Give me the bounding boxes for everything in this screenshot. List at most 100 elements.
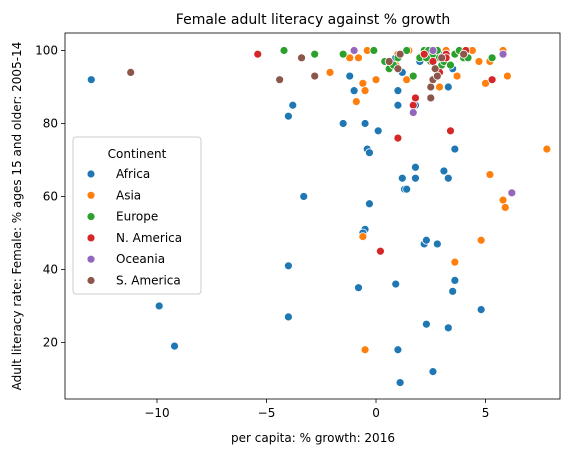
- point-oceania: [507, 188, 517, 198]
- point-n-america: [428, 57, 438, 66]
- legend-label-s-america: S. America: [116, 274, 181, 288]
- point-n-america: [446, 126, 455, 136]
- point-europe: [408, 71, 418, 81]
- point-europe: [279, 46, 289, 55]
- point-africa: [421, 235, 431, 245]
- point-africa: [365, 199, 374, 209]
- point-africa: [411, 162, 420, 172]
- point-n-america: [253, 49, 263, 59]
- point-africa: [393, 100, 403, 110]
- legend-marker-oceania: [86, 254, 96, 264]
- legend-label-n-america: N. America: [116, 231, 182, 245]
- point-africa: [397, 173, 407, 183]
- plot-frame: [64, 32, 561, 400]
- point-europe: [310, 49, 320, 59]
- legend-marker-s-america: [86, 276, 96, 285]
- point-africa: [476, 305, 486, 314]
- point-asia: [485, 170, 495, 179]
- point-africa: [354, 283, 363, 293]
- point-africa: [432, 239, 442, 249]
- legend-marker-asia: [86, 190, 96, 200]
- legend-title: Continent: [108, 147, 167, 161]
- point-asia: [402, 75, 412, 85]
- point-africa: [443, 173, 453, 183]
- point-s-america: [297, 53, 306, 63]
- point-africa: [288, 100, 298, 110]
- point-s-america: [426, 93, 436, 103]
- y-tick-label: 100: [35, 44, 58, 58]
- point-europe: [338, 49, 348, 59]
- y-axis: 20 40 60 80 100: [35, 44, 65, 349]
- point-africa: [284, 111, 293, 121]
- y-tick-label: 40: [43, 262, 58, 276]
- point-africa: [338, 119, 348, 128]
- point-africa: [428, 367, 438, 377]
- point-africa: [349, 86, 359, 96]
- legend-marker-n-america: [86, 233, 96, 243]
- point-asia: [452, 71, 462, 81]
- y-axis-label: Adult literacy rate: Female: % ages 15 a…: [10, 42, 24, 391]
- point-asia: [351, 97, 361, 107]
- x-tick-label: −5: [258, 406, 276, 420]
- legend-label-oceania: Oceania: [116, 252, 165, 266]
- y-tick-label: 80: [43, 116, 58, 130]
- x-tick-label: 5: [482, 406, 490, 420]
- point-s-america: [395, 49, 405, 59]
- legend: Continent Africa Asia Europe N. America Ocea…: [72, 136, 202, 295]
- point-s-america: [384, 57, 394, 66]
- point-n-america: [419, 49, 429, 59]
- point-europe: [402, 46, 412, 55]
- point-africa: [448, 286, 458, 296]
- point-africa: [395, 378, 405, 387]
- legend-items: Africa Asia Europe N. America Oceania S. Amer…: [86, 167, 182, 288]
- y-tick-label: 20: [43, 335, 58, 349]
- point-oceania: [408, 108, 418, 117]
- x-tick-label: −10: [144, 406, 169, 420]
- point-s-america: [437, 53, 447, 63]
- point-africa: [360, 119, 370, 128]
- point-europe: [487, 53, 497, 63]
- point-asia: [476, 235, 486, 245]
- point-africa: [170, 341, 179, 351]
- point-africa: [154, 301, 164, 311]
- chart-title: Female adult literacy against % growth: [176, 12, 450, 28]
- point-europe: [446, 60, 455, 70]
- point-s-america: [459, 49, 469, 59]
- point-s-america: [310, 71, 320, 81]
- point-africa: [284, 312, 293, 322]
- legend-label-africa: Africa: [116, 167, 150, 181]
- point-africa: [402, 184, 412, 194]
- point-n-america: [487, 75, 497, 85]
- point-asia: [435, 82, 444, 92]
- point-s-america: [126, 68, 136, 77]
- point-asia: [542, 144, 552, 154]
- point-africa: [391, 279, 401, 289]
- point-africa: [284, 261, 293, 271]
- point-africa: [299, 192, 309, 201]
- point-asia: [360, 345, 370, 355]
- point-oceania: [349, 46, 359, 55]
- point-s-america: [432, 71, 442, 81]
- x-tick-label: 0: [372, 406, 380, 420]
- point-asia: [325, 68, 335, 77]
- point-s-america: [426, 82, 436, 92]
- point-africa: [443, 323, 453, 333]
- point-africa: [450, 276, 460, 285]
- point-africa: [86, 75, 96, 85]
- point-n-america: [408, 100, 418, 110]
- point-africa: [439, 166, 449, 176]
- point-asia: [500, 203, 510, 212]
- legend-label-asia: Asia: [116, 188, 141, 202]
- point-europe: [369, 46, 379, 55]
- legend-marker-europe: [86, 212, 96, 222]
- point-africa: [411, 173, 420, 183]
- point-asia: [474, 57, 484, 66]
- point-africa: [443, 82, 453, 92]
- point-oceania: [428, 46, 438, 55]
- point-asia: [354, 53, 363, 63]
- point-n-america: [393, 133, 403, 143]
- point-africa: [365, 148, 374, 158]
- point-asia: [358, 78, 368, 88]
- point-asia: [503, 71, 512, 81]
